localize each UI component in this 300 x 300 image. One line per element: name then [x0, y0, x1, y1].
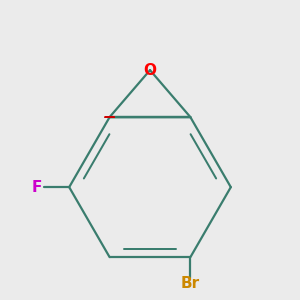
Text: F: F — [32, 180, 42, 195]
Text: Br: Br — [181, 276, 200, 291]
Text: O: O — [143, 63, 157, 78]
